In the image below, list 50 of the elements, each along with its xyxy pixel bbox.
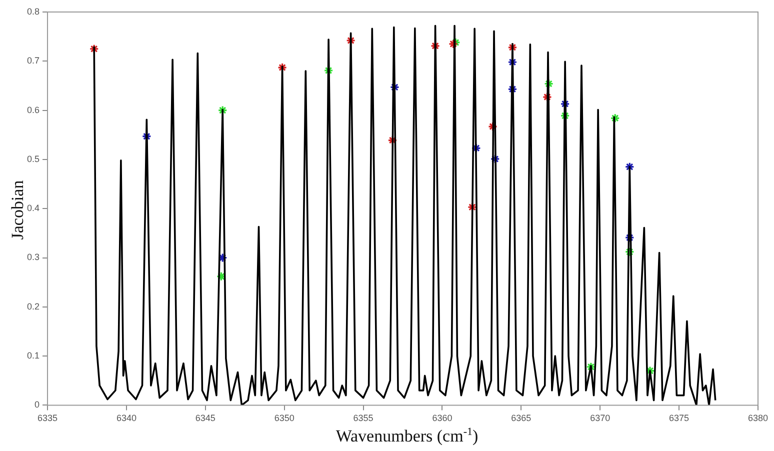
point xyxy=(610,113,620,123)
point xyxy=(430,41,440,51)
y-tick-label: 0 xyxy=(34,400,40,410)
point xyxy=(542,92,552,102)
y-tick-label: 0.8 xyxy=(26,6,40,16)
point xyxy=(560,110,570,121)
y-tick-label: 0.6 xyxy=(26,104,40,115)
y-axis-title: Jacobian xyxy=(8,179,27,242)
point xyxy=(508,42,518,52)
x-tick-label: 6365 xyxy=(511,413,532,424)
point xyxy=(277,62,288,72)
x-tick-label: 6340 xyxy=(116,413,136,424)
point xyxy=(586,362,596,372)
y-tick-label: 0.2 xyxy=(26,301,40,312)
point xyxy=(544,78,554,89)
point xyxy=(218,106,228,116)
x-tick-label: 6375 xyxy=(669,413,690,424)
point xyxy=(142,132,152,142)
x-tick-label: 6360 xyxy=(432,413,452,424)
point xyxy=(218,252,228,263)
point xyxy=(388,135,398,146)
point xyxy=(645,366,655,376)
point xyxy=(471,143,481,153)
point xyxy=(390,82,400,92)
point xyxy=(490,154,500,164)
y-tick-label: 0.3 xyxy=(26,252,40,262)
y-tick-label: 0.4 xyxy=(26,203,40,214)
point xyxy=(448,39,458,49)
point xyxy=(488,122,498,132)
point xyxy=(324,66,334,76)
point xyxy=(560,99,570,109)
point xyxy=(89,44,99,54)
x-axis-title: Wavenumbers (cm$^{-1}$) xyxy=(334,426,480,447)
x-tick-label: 6335 xyxy=(37,413,58,424)
point xyxy=(467,202,478,212)
point xyxy=(450,38,460,48)
point xyxy=(346,36,356,46)
x-tick-label: 6380 xyxy=(748,413,768,424)
y-tick-label: 0.5 xyxy=(26,154,40,164)
point xyxy=(508,57,518,67)
x-tick-label: 6370 xyxy=(590,413,610,424)
x-tick-label: 6345 xyxy=(195,413,216,424)
y-tick-label: 0.7 xyxy=(26,56,40,66)
point xyxy=(624,232,634,242)
point xyxy=(508,84,518,94)
y-tick-label: 0.1 xyxy=(26,350,40,361)
x-tick-label: 6355 xyxy=(353,413,374,424)
x-tick-label: 6350 xyxy=(274,413,294,424)
point xyxy=(624,247,634,257)
point xyxy=(624,162,634,172)
